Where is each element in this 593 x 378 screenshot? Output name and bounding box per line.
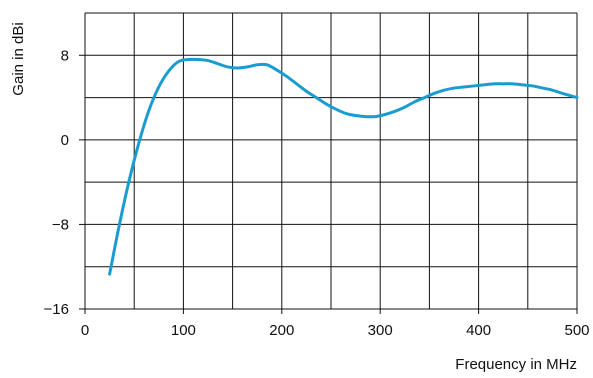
x-tick-label: 400: [466, 322, 491, 339]
y-tick-label: 8: [61, 47, 69, 64]
x-tick-label: 100: [171, 322, 196, 339]
x-tick-label: 500: [564, 322, 589, 339]
y-tick-label: 0: [61, 132, 69, 149]
x-tick-label: 300: [368, 322, 393, 339]
y-tick-label: −16: [44, 301, 69, 318]
y-tick-label: −8: [52, 216, 69, 233]
x-tick-label: 0: [81, 322, 89, 339]
series-layer: [108, 57, 579, 276]
grid: [79, 12, 578, 314]
y-axis-label: Gain in dBi: [10, 22, 27, 95]
gain-series-line: [108, 57, 579, 276]
x-tick-label: 200: [269, 322, 294, 339]
x-axis-label: Frequency in MHz: [455, 356, 577, 373]
tick-labels: 0 100 200 300 400 500 −16 −8 0 8: [44, 47, 590, 339]
